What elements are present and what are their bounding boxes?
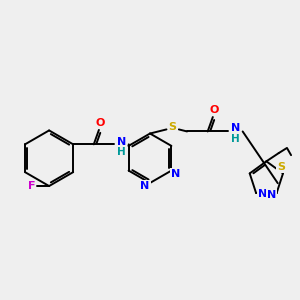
Text: N: N bbox=[267, 190, 276, 200]
Text: N: N bbox=[117, 137, 126, 147]
Text: H: H bbox=[231, 134, 240, 144]
Text: F: F bbox=[28, 181, 35, 191]
Text: N: N bbox=[140, 181, 149, 191]
Text: N: N bbox=[231, 123, 240, 134]
Text: N: N bbox=[171, 169, 180, 179]
Text: S: S bbox=[277, 162, 285, 172]
Text: O: O bbox=[209, 105, 218, 115]
Text: O: O bbox=[95, 118, 105, 128]
Text: S: S bbox=[169, 122, 177, 132]
Text: N: N bbox=[258, 189, 267, 199]
Text: H: H bbox=[117, 146, 126, 157]
